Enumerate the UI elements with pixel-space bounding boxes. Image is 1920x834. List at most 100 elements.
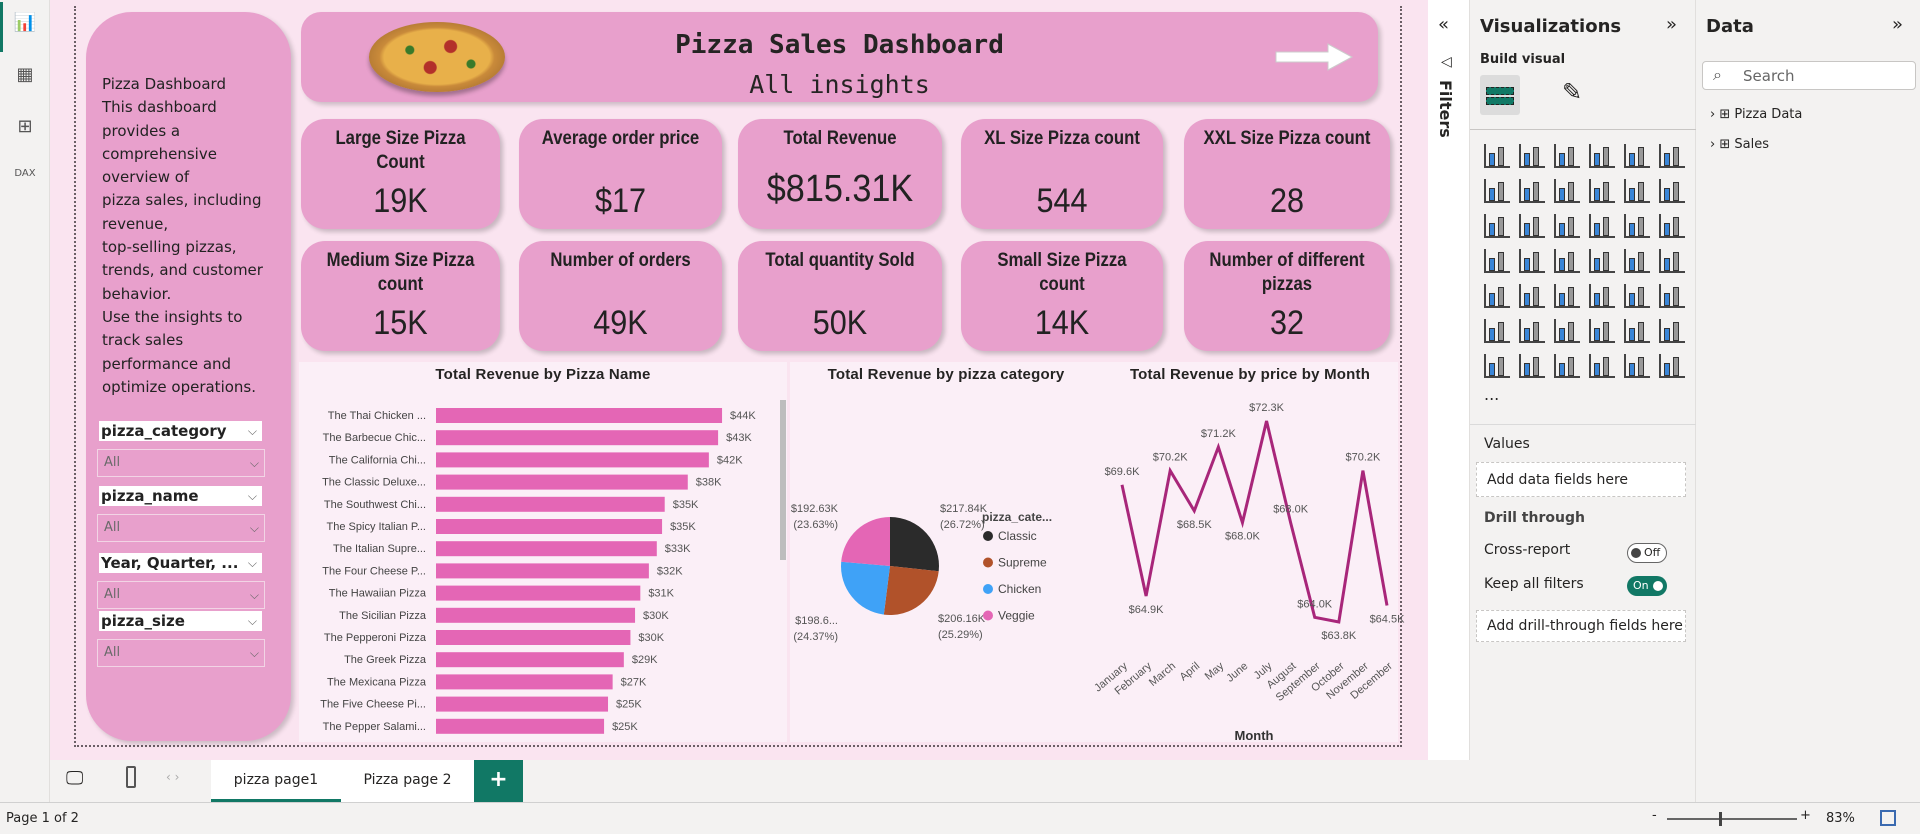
bar: [436, 452, 709, 468]
waterfall-icon[interactable]: [1519, 214, 1545, 238]
key-influencers-icon[interactable]: [1519, 319, 1545, 343]
zoom-slider[interactable]: [1667, 812, 1797, 826]
pie-icon[interactable]: [1624, 214, 1650, 238]
map-icon[interactable]: [1519, 249, 1545, 273]
collapse-left-icon[interactable]: «: [1438, 14, 1450, 35]
pie-chart-revenue-by-category[interactable]: Total Revenue by pizza category $217.84K…: [790, 362, 1102, 742]
table-icon[interactable]: [1589, 284, 1615, 308]
add-page-button[interactable]: +: [474, 760, 523, 802]
bar: [436, 652, 624, 668]
azure-map-icon[interactable]: [1589, 249, 1615, 273]
power-automate-icon[interactable]: [1659, 354, 1685, 378]
paginated-report-icon[interactable]: [1484, 354, 1510, 378]
matrix-icon[interactable]: [1624, 284, 1650, 308]
search-input[interactable]: ⌕ Search: [1702, 61, 1916, 90]
dax-query-icon[interactable]: DAX: [14, 168, 36, 179]
filters-pane-collapsed[interactable]: « ◁ Filters: [1428, 0, 1470, 760]
data-title: Data: [1706, 16, 1754, 37]
arrow-right-icon[interactable]: [1274, 42, 1354, 72]
keep-filters-toggle[interactable]: On: [1627, 576, 1667, 596]
area-chart-icon[interactable]: [1519, 179, 1545, 203]
multi-row-card-icon[interactable]: [1484, 284, 1510, 308]
power-apps-card-icon[interactable]: [1519, 354, 1545, 378]
line-chart-revenue-by-month[interactable]: Total Revenue by price by Month $69.6K Ja…: [1092, 362, 1405, 743]
kpi-value: 15K: [373, 304, 428, 342]
x-axis-label: Month: [1235, 728, 1274, 743]
line-chart-icon[interactable]: [1484, 179, 1510, 203]
kpi-icon[interactable]: [1519, 284, 1545, 308]
zoom-in-button[interactable]: +: [1800, 808, 1811, 823]
slicer-header-pizza-name[interactable]: pizza_name ⌵: [99, 486, 262, 506]
slicer-dropdown-pizza-size[interactable]: All ⌵: [97, 639, 265, 667]
stacked-area-icon[interactable]: [1554, 179, 1580, 203]
month-tick-label: May: [1203, 660, 1227, 683]
expand-right-icon[interactable]: »: [1892, 14, 1904, 35]
donut-icon[interactable]: [1659, 214, 1685, 238]
page-tab-1[interactable]: pizza page1: [211, 760, 341, 802]
filters-label[interactable]: Filters: [1436, 80, 1455, 138]
toggle-state: Off: [1644, 546, 1661, 559]
stacked-column-icon[interactable]: [1519, 144, 1545, 168]
model-view-icon[interactable]: ⊞: [17, 116, 33, 137]
slicer-dropdown-pizza-name[interactable]: All ⌵: [97, 514, 265, 542]
table-item-sales[interactable]: › ⊞ Sales: [1710, 137, 1769, 152]
slicer-header-pizza-category[interactable]: pizza_category ⌵: [99, 421, 262, 441]
view-rail: 📊 ▦ ⊞ DAX: [0, 0, 50, 802]
treemap-icon[interactable]: [1484, 249, 1510, 273]
format-visual-icon[interactable]: ✎: [1562, 78, 1583, 106]
line-column-icon[interactable]: [1624, 179, 1650, 203]
slicer-label: Year, Quarter, ...: [101, 554, 239, 572]
slicer-dropdown-date[interactable]: All ⌵: [97, 581, 265, 609]
table-item-pizza-data[interactable]: › ⊞ Pizza Data: [1710, 107, 1802, 122]
scroll-tabs-icon[interactable]: ‹ ›: [166, 770, 180, 784]
cross-report-toggle[interactable]: Off: [1627, 543, 1667, 563]
python-visual-icon[interactable]: [1484, 319, 1510, 343]
clustered-bar-icon[interactable]: [1554, 144, 1580, 168]
table-view-icon[interactable]: ▦: [16, 64, 34, 85]
pie-data-label: $206.16K: [938, 613, 986, 625]
100-area-icon[interactable]: [1589, 179, 1615, 203]
line-clustered-column-icon[interactable]: [1659, 179, 1685, 203]
100-column-icon[interactable]: [1659, 144, 1685, 168]
build-visual-tab[interactable]: [1480, 75, 1520, 115]
zoom-slider-handle[interactable]: [1719, 812, 1722, 826]
expand-right-icon[interactable]: »: [1666, 14, 1678, 35]
slicer-icon[interactable]: [1554, 284, 1580, 308]
legend-marker: [983, 557, 993, 568]
bar-category-label: The Pepperoni Pizza: [324, 632, 427, 644]
decomposition-tree-icon[interactable]: [1554, 319, 1580, 343]
desktop-layout-icon[interactable]: 🖵: [66, 768, 84, 789]
slicer-header-pizza-size[interactable]: pizza_size ⌵: [99, 611, 262, 631]
line-data-label: $64.5K: [1370, 613, 1406, 625]
page-tab-2[interactable]: Pizza page 2: [341, 760, 474, 802]
drill-through-drop-zone[interactable]: Add drill-through fields here: [1476, 610, 1686, 642]
funnel-icon[interactable]: [1554, 214, 1580, 238]
goals-icon[interactable]: [1659, 319, 1685, 343]
scatter-icon[interactable]: [1589, 214, 1615, 238]
mobile-layout-icon[interactable]: [126, 766, 136, 788]
card-icon[interactable]: [1659, 249, 1685, 273]
zoom-out-button[interactable]: -: [1652, 808, 1657, 823]
narrative-icon[interactable]: [1624, 319, 1650, 343]
scrollbar[interactable]: [780, 400, 786, 560]
gauge-icon[interactable]: [1624, 249, 1650, 273]
slicer-dropdown-pizza-category[interactable]: All ⌵: [97, 449, 265, 477]
more-visuals-button[interactable]: ...: [1484, 385, 1500, 404]
100-bar-icon[interactable]: [1624, 144, 1650, 168]
r-visual-icon[interactable]: [1659, 284, 1685, 308]
qa-icon[interactable]: [1589, 319, 1615, 343]
bar-data-label: $44K: [730, 410, 756, 422]
ribbon-chart-icon[interactable]: [1484, 214, 1510, 238]
stacked-bar-icon[interactable]: [1484, 144, 1510, 168]
clustered-column-icon[interactable]: [1589, 144, 1615, 168]
keep-filters-label: Keep all filters: [1484, 576, 1584, 592]
report-view-icon[interactable]: 📊: [13, 12, 37, 33]
slicer-header-date[interactable]: Year, Quarter, ... ⌵: [99, 553, 262, 573]
values-drop-zone[interactable]: Add data fields here: [1476, 462, 1686, 497]
arcgis-icon[interactable]: [1589, 354, 1615, 378]
fit-to-page-icon[interactable]: [1880, 810, 1896, 826]
filled-map-icon[interactable]: [1554, 249, 1580, 273]
power-apps-slicer-icon[interactable]: [1554, 354, 1580, 378]
bar-chart-revenue-by-name[interactable]: Total Revenue by Pizza Name The Thai Chi…: [299, 362, 787, 742]
power-apps-icon[interactable]: [1624, 354, 1650, 378]
